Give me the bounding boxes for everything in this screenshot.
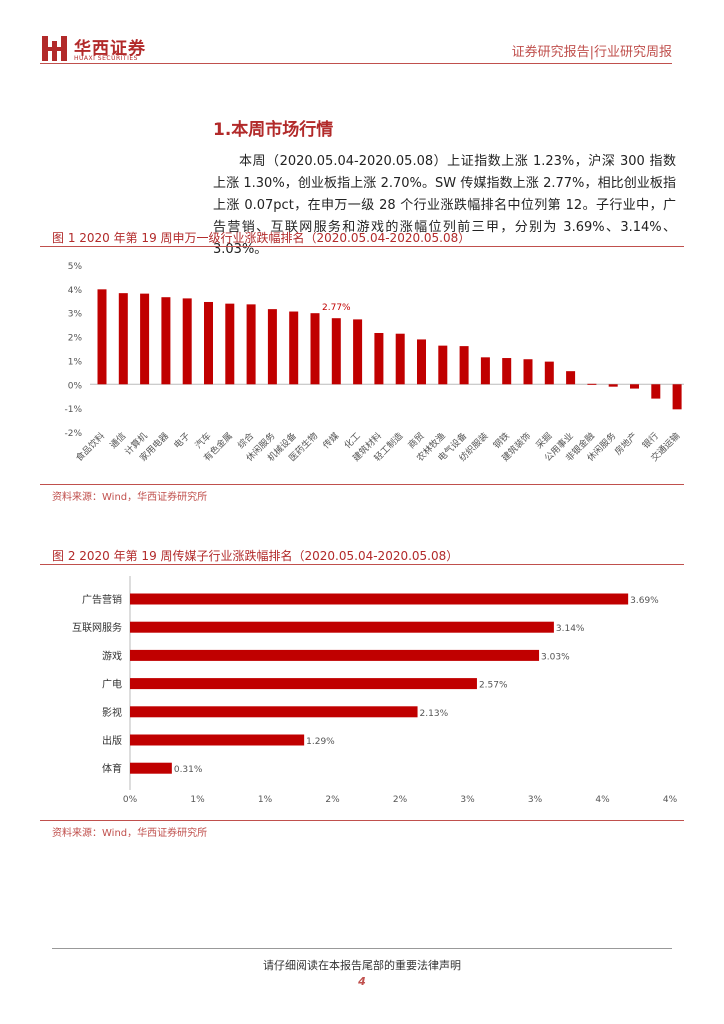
bar	[289, 311, 299, 385]
bar	[130, 734, 305, 746]
bar	[672, 384, 682, 410]
bar	[118, 293, 128, 385]
bar	[130, 762, 172, 774]
data-label: 2.77%	[322, 303, 351, 313]
bar	[502, 358, 512, 385]
bar	[130, 621, 554, 633]
figure1-top-divider	[40, 246, 684, 247]
bar	[608, 384, 618, 387]
category-label: 互联网服务	[72, 621, 122, 634]
x-tick-label: 传媒	[320, 430, 341, 451]
bar	[97, 289, 107, 385]
header-divider	[40, 63, 672, 64]
value-label: 3.03%	[541, 652, 570, 662]
value-label: 2.13%	[420, 709, 449, 719]
bar	[566, 371, 576, 385]
x-tick-label: 2%	[325, 795, 340, 805]
page-number: 4	[358, 975, 366, 988]
bar	[523, 359, 533, 385]
bar	[438, 345, 448, 385]
bar	[417, 339, 426, 385]
x-tick-label: 3%	[528, 795, 543, 805]
value-label: 0.31%	[174, 765, 203, 775]
media-subsector-chart: 广告营销 3.69% 互联网服务 3.14% 游戏 3.03% 广电 2.57% 影视 2.13%…	[72, 576, 678, 805]
figure1-bottom-divider	[40, 484, 684, 485]
y-tick-label: 1%	[68, 357, 83, 367]
bar	[374, 332, 384, 385]
x-tick-label: 1%	[190, 795, 205, 805]
bar	[246, 304, 256, 385]
bar	[204, 301, 213, 385]
bar	[130, 593, 629, 605]
x-tick-label: 4%	[595, 795, 610, 805]
figure2-bottom-divider	[40, 820, 684, 821]
y-tick-label: 5%	[68, 262, 83, 272]
legal-notice: 请仔细阅读在本报告尾部的重要法律声明	[263, 959, 461, 972]
bar	[182, 298, 192, 385]
bar	[161, 297, 171, 385]
logo-chinese-name: 华西证券	[74, 39, 146, 59]
x-tick-label: 房地产	[612, 430, 640, 458]
value-label: 3.69%	[630, 596, 659, 606]
industry-ranking-chart: -2%-1%0%1%2%3%4%5%食品饮料 通信计算机家用电器 电子 汽车有色金属综…	[64, 262, 684, 464]
y-tick-label: 0%	[68, 381, 83, 391]
y-tick-label: -1%	[64, 405, 82, 415]
figure1-source: 资料来源：Wind，华西证券研究所	[52, 492, 208, 503]
y-tick-label: 4%	[68, 286, 83, 296]
paragraph-text: 本周（2020.05.04-2020.05.08）上证指数上涨 1.23%，沪深…	[213, 154, 676, 257]
bar	[225, 303, 235, 385]
footer-divider	[52, 948, 672, 949]
x-tick-label: 0%	[123, 795, 138, 805]
x-tick-label: 2%	[393, 795, 408, 805]
figure1-title: 图 1 2020 年第 19 周申万一级行业涨跌幅排名（2020.05.04-2…	[52, 231, 471, 245]
bar	[587, 383, 597, 385]
value-label: 1.29%	[306, 737, 335, 747]
logo-english-name: HUAXI SECURITIES	[74, 55, 138, 62]
x-tick-label: 3%	[460, 795, 475, 805]
report-type-label: 证券研究报告|行业研究周报	[511, 45, 672, 60]
category-label: 游戏	[102, 649, 122, 662]
category-label: 体育	[102, 762, 122, 775]
bar	[130, 678, 477, 690]
bar	[267, 309, 277, 385]
company-logo: 华西证券 HUAXI SECURITIES	[40, 33, 160, 67]
category-label: 影视	[102, 706, 122, 719]
bar	[480, 357, 490, 385]
y-tick-label: -2%	[64, 429, 82, 439]
bar	[630, 384, 639, 389]
bar	[130, 706, 418, 718]
category-label: 广告营销	[82, 593, 122, 606]
x-tick-label: 4%	[663, 795, 678, 805]
bar	[331, 318, 341, 385]
value-label: 2.57%	[479, 681, 508, 691]
bar	[544, 361, 554, 385]
bar	[459, 346, 469, 385]
value-label: 3.14%	[556, 624, 585, 634]
category-label: 出版	[102, 734, 122, 747]
x-tick-label: 1%	[258, 795, 273, 805]
figure2-title: 图 2 2020 年第 19 周传媒子行业涨跌幅排名（2020.05.04-20…	[52, 549, 459, 563]
bar	[310, 313, 320, 385]
market-summary-paragraph: 本周（2020.05.04-2020.05.08）上证指数上涨 1.23%，沪深…	[213, 151, 676, 261]
x-tick-label: 电子	[171, 430, 192, 451]
huaxi-logo-icon	[42, 36, 67, 61]
bar	[140, 293, 150, 385]
bar	[353, 319, 363, 385]
figure2-source: 资料来源：Wind，华西证券研究所	[52, 828, 208, 839]
bar	[130, 649, 540, 661]
category-label: 广电	[102, 678, 122, 691]
y-tick-label: 2%	[68, 334, 83, 344]
figure2-top-divider	[40, 564, 684, 565]
bar	[651, 384, 661, 399]
section-title: 1.本周市场行情	[213, 120, 334, 140]
y-tick-label: 3%	[68, 310, 83, 320]
bar	[395, 333, 405, 385]
